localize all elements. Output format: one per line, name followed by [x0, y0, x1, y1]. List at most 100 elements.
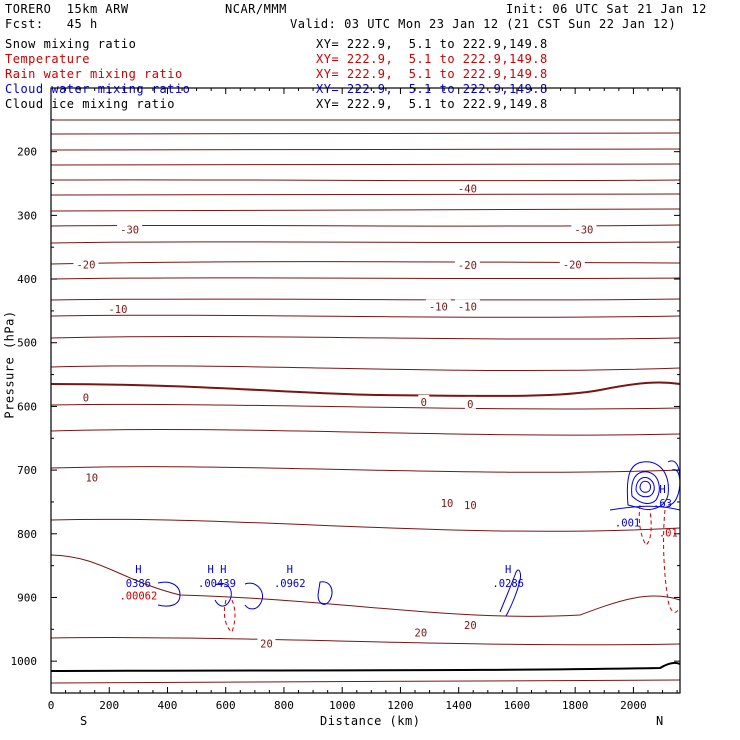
plot-axes: 0 200 400 600 800 1000 1200 1400 1600 1800 2000200…	[11, 87, 681, 712]
isotherm-label: 10	[464, 500, 477, 512]
cloud-contour	[214, 583, 232, 607]
maximum-marker: H	[505, 564, 511, 576]
y-tick-label: 700	[17, 464, 37, 477]
terrain-layer	[50, 661, 681, 672]
isotherm-label: 0	[83, 393, 89, 405]
rain-contour	[638, 504, 652, 546]
maximum-marker: H	[135, 564, 141, 576]
maximum-value-label: .00439	[198, 578, 236, 590]
valid-time: Valid: 03 UTC Mon 23 Jan 12 (21 CST Sun …	[290, 17, 677, 31]
cloud-water-contours	[157, 460, 681, 617]
maximum-value-label: .00062	[119, 591, 157, 603]
y-tick-label: 800	[17, 528, 37, 541]
isotherm-label-bg	[461, 617, 480, 630]
isotherm-line	[50, 148, 681, 151]
maximum-marker: H	[659, 484, 665, 496]
cloud-contour	[631, 471, 660, 504]
model-title: TORERO 15km ARW	[5, 2, 129, 16]
isotherm-label-bg	[73, 257, 99, 270]
organization-label: NCAR/MMM	[225, 2, 287, 16]
y-tick-label: 1000	[11, 655, 38, 668]
rain-contour	[663, 509, 679, 613]
legend-cloud-ice-name: Cloud ice mixing ratio	[5, 97, 175, 111]
isotherm-line	[50, 335, 681, 340]
cloud-contour	[609, 505, 681, 511]
maximum-value-label: .0962	[274, 578, 306, 590]
x-tick-label: 2000	[620, 699, 647, 712]
init-time: Init: 06 UTC Sat 21 Jan 12	[506, 2, 707, 16]
isotherm-label-bg	[454, 181, 480, 194]
isotherm-line	[50, 365, 681, 372]
isotherm-label-bg	[117, 222, 143, 235]
isotherm-label: 0	[421, 397, 427, 409]
maximum-value-label: .0286	[492, 578, 524, 590]
x-tick-label: 1800	[562, 699, 589, 712]
isotherm-label-bg	[425, 299, 451, 312]
isotherm-label-layer: -30 -20 -10 0 10 20 -40 -20 -10 -10 0 0 10 10 20 20 -30 -…	[73, 181, 597, 650]
isotherm-line	[50, 554, 681, 617]
isotherm-label: -10	[458, 301, 477, 313]
isotherm-line	[50, 163, 681, 166]
maximum-marker: H	[287, 564, 293, 576]
x-tick-label: 1000	[329, 699, 356, 712]
isotherm-label: 20	[415, 628, 428, 640]
isotherm-label: -20	[563, 259, 582, 271]
isotherm-line	[50, 241, 681, 244]
maximum-value-label: 0386	[126, 578, 151, 590]
isotherm-label-bg	[454, 258, 480, 271]
x-tick-label: 1200	[387, 699, 414, 712]
isotherm-line	[50, 132, 681, 135]
cloud-contour	[157, 581, 181, 607]
isotherm-label-bg	[571, 222, 597, 235]
isotherm-line	[50, 518, 681, 532]
legend-cloud-ice-range: XY= 222.9, 5.1 to 222.9,149.8	[316, 97, 548, 111]
x-tick-label: 0	[48, 699, 55, 712]
cloud-contour	[635, 477, 655, 498]
isotherm-label-bg	[105, 301, 131, 314]
plot-frame	[50, 87, 681, 694]
north-endpoint-label: N	[656, 714, 664, 728]
cloud-contour	[499, 569, 521, 617]
legend-temperature-name: Temperature	[5, 52, 90, 66]
x-tick-label: 800	[274, 699, 294, 712]
zero-isotherm-layer	[50, 381, 681, 397]
isotherm-label-bg	[461, 498, 480, 511]
isotherm-label: -40	[458, 184, 477, 196]
legend-rain-name: Rain water mixing ratio	[5, 67, 183, 81]
isotherm-label: -10	[108, 304, 127, 316]
isotherm-label-bg	[82, 470, 101, 483]
isotherm-line	[50, 179, 681, 182]
cloud-contour	[317, 581, 333, 605]
y-tick-label: 900	[17, 591, 37, 604]
zero-isotherm-line	[50, 381, 681, 397]
isotherm-line	[50, 298, 681, 301]
y-tick-label: 200	[17, 146, 37, 159]
isotherm-label: 20	[464, 620, 477, 632]
isotherm-label-bg	[438, 496, 457, 509]
y-tick-label: 300	[17, 209, 37, 222]
isotherm-line	[50, 277, 681, 280]
legend-temperature-range: XY= 222.9, 5.1 to 222.9,149.8	[316, 52, 548, 66]
cloud-contour	[244, 582, 264, 610]
rain-water-contours	[223, 504, 679, 633]
isotherm-label-bg	[80, 390, 92, 403]
south-endpoint-label: S	[80, 714, 88, 728]
cloud-contour	[626, 461, 669, 510]
isotherm-label-bg	[418, 394, 430, 407]
isotherm-line	[50, 637, 681, 646]
isotherm-label-bg	[257, 636, 276, 649]
x-tick-label: 1600	[504, 699, 531, 712]
isotherm-line	[50, 428, 681, 436]
legend-snow-range: XY= 222.9, 5.1 to 222.9,149.8	[316, 37, 548, 51]
forecast-hour: Fcst: 45 h	[5, 17, 98, 31]
maximum-value-label: .001	[615, 517, 640, 529]
isotherm-label: -30	[120, 224, 139, 236]
y-tick-label: 600	[17, 400, 37, 413]
isotherm-label: 20	[260, 638, 273, 650]
maximum-value-label: .63	[653, 498, 672, 510]
isotherm-label: 0	[467, 399, 473, 411]
isotherm-label: -20	[76, 259, 95, 271]
isotherm-label: 10	[441, 498, 454, 510]
x-tick-label: 200	[99, 699, 119, 712]
isotherm-line	[50, 403, 681, 410]
